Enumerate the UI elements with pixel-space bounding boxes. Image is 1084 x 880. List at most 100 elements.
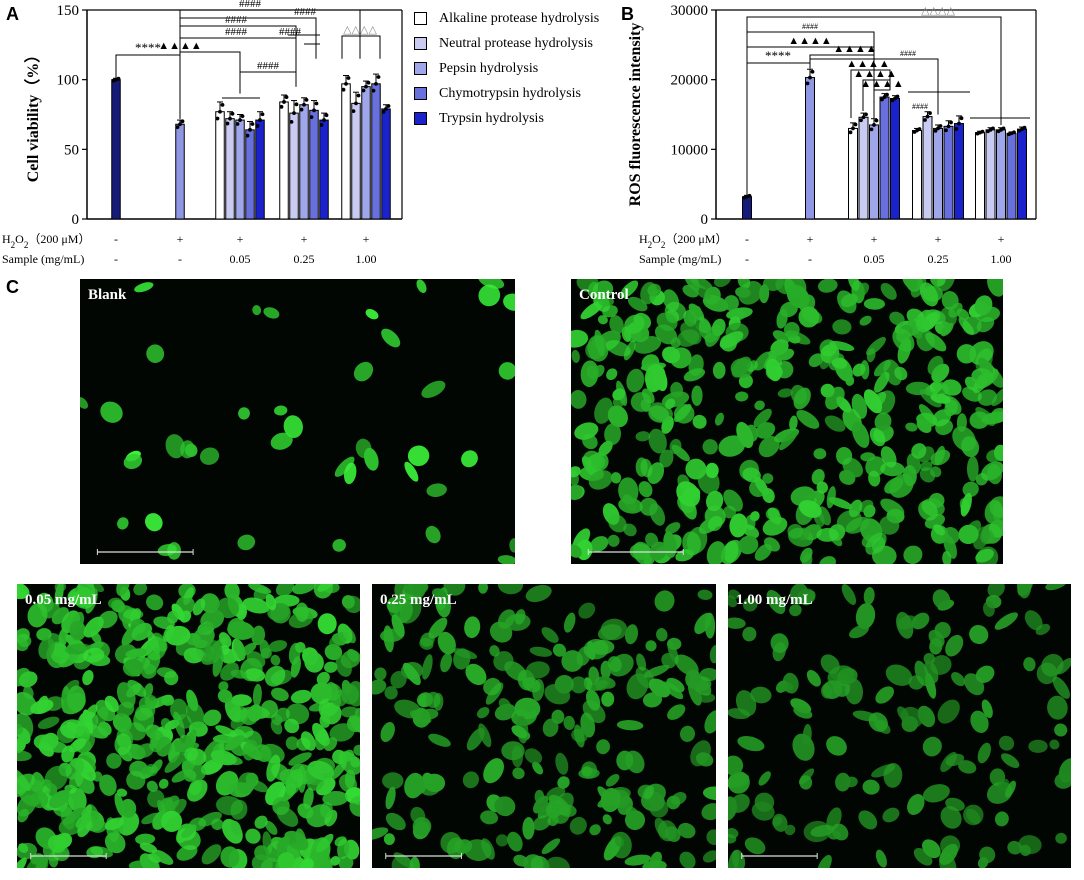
data-point [384,107,388,111]
cell [36,628,52,641]
cell [265,820,278,835]
cell [203,709,222,727]
cell [934,622,951,639]
cell [244,668,266,682]
cell [187,779,208,802]
cell [676,329,700,347]
cell [199,447,220,465]
data-point [880,97,884,102]
cell [440,652,452,673]
cell [513,854,529,867]
cell [116,788,128,797]
cell [654,817,669,839]
cell [89,820,108,833]
cell [944,400,958,417]
data-point [936,126,940,131]
cell [799,547,813,563]
data-point [885,92,889,97]
cell [673,403,692,423]
data-point [175,125,180,130]
cell [185,701,205,729]
cell [960,492,972,517]
cell [265,593,277,611]
cell [662,346,681,364]
cell [571,349,580,363]
cell [571,544,582,558]
significance-bracket [239,71,297,94]
cell [644,785,655,800]
data-point [235,122,240,126]
data-point [260,112,265,117]
cell [497,609,516,629]
cell [338,751,360,775]
micrograph-0-05: 0.05 mg/mL [17,584,360,868]
cell [113,600,126,613]
cell [649,541,667,561]
cell [902,465,917,487]
cell [638,481,653,498]
legend: Alkaline protease hydrolysis Neutral pro… [414,6,599,131]
cell [79,711,92,724]
cell [817,279,838,293]
cell [283,415,303,438]
cell [644,363,666,391]
bar-alkaline [279,101,289,220]
bar-pepsin [933,127,943,220]
cell [597,315,608,325]
cell [522,817,535,840]
significance-label: ▲▲▲▲ [853,68,897,80]
cell [68,738,87,753]
cell [75,813,92,829]
cell [987,584,1005,598]
cell [902,279,918,290]
cell [47,834,67,853]
cell [478,279,505,289]
cell [903,545,923,564]
sample-value: - [114,252,118,266]
cell [654,590,675,612]
cell [198,811,222,827]
cell [702,295,729,312]
cell [1016,584,1032,599]
cell [933,524,946,536]
cell [117,517,129,530]
significance-label: #### [225,14,248,26]
cell [17,768,31,791]
data-point [180,119,185,124]
cell [133,707,155,732]
cell [131,622,153,641]
legend-swatch [414,62,427,75]
cell [975,665,995,683]
cell [570,676,588,694]
cell [753,408,772,428]
data-point [928,111,932,116]
cell [277,852,295,868]
cell [719,331,744,349]
bar-alkaline [341,83,351,220]
cell [723,540,739,563]
cell [825,386,845,410]
cell [342,625,356,644]
cell [525,661,550,679]
cell [316,833,334,853]
significance-label: #### [257,60,280,72]
cell [215,725,237,737]
micrograph-label: 0.05 mg/mL [25,592,102,608]
cell [841,584,857,605]
cell [512,767,525,780]
cell [993,444,1003,462]
cell [729,513,748,538]
cell [1054,723,1068,737]
significance-bracket [341,35,381,59]
data-point [248,127,252,132]
y-tick-label: 10000 [671,142,709,158]
cell [353,361,374,382]
significance-label: #### [225,26,248,38]
cell [884,477,904,494]
cell [1024,610,1043,631]
cell [164,752,187,773]
legend-swatch [414,87,427,100]
cell [26,856,49,868]
y-tick-label: 30000 [671,3,709,19]
cell [799,775,813,790]
